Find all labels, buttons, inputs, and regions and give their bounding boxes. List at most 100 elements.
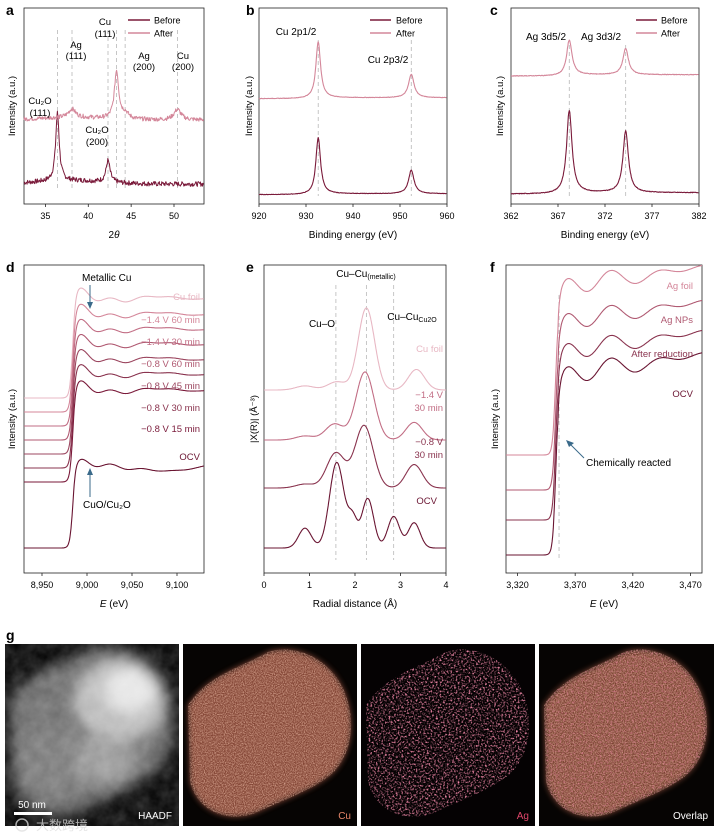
series-label-f-3: OCV [672,389,693,400]
scalebar-label: 50 nm [18,800,46,811]
series-label-e-1-line2: 30 min [414,403,443,414]
legend-c-after-label: After [661,29,680,39]
series-label-d-4: −0.8 V 45 min [141,381,200,392]
panel-letter-e: e [246,259,254,275]
legend-a: Before After [128,16,181,39]
annot-d-metallic-arrowhead [87,302,93,309]
tick-label-e-2: 2 [352,580,357,590]
tick-label-c-3: 377 [644,211,659,221]
series-e-2 [263,424,447,489]
series-d-6 [23,380,204,483]
series-label-d-1: −1.4 V 60 min [141,315,200,326]
series-label-d-2: −1.4 V 30 min [141,337,200,348]
series-d-2 [23,318,204,427]
annot-c-ag3d52: Ag 3d5/2 [526,32,566,43]
series-label-f-1: Ag NPs [661,315,693,326]
panel-letter-f: f [490,259,495,275]
tile-haadf [5,644,179,826]
series-e-1 [263,371,447,441]
annot-d-metallic: Metallic Cu [82,273,131,284]
annot-a-cu2o200-2: (200) [86,137,108,148]
axis-d-xlabel: E (eV) [100,599,128,610]
legend-a-before-label: Before [154,16,181,26]
annot-d-cuo: CuO/Cu₂O [83,500,131,511]
series-label-d-6: −0.8 V 15 min [141,424,200,435]
tick-label-c-1: 367 [550,211,565,221]
panel-letter-d: d [6,259,15,275]
annot-a-cu2o200-1: Cu₂O [85,125,108,136]
tick-label-e-0: 0 [261,580,266,590]
tile-label-haadf: HAADF [138,811,172,822]
annot-a-ag200-2: (200) [133,62,155,73]
annot-a-ag111-2: (111) [66,51,87,62]
tick-label-c-4: 382 [691,211,706,221]
annot-e-cuo: Cu–O [309,319,335,330]
axes-e-frame [263,264,447,574]
annot-d-cuo-arrowhead [87,468,93,475]
tick-label-a-0: 35 [40,211,50,221]
tile-label-cu: Cu [338,811,351,822]
annot-a-cu111-2: (111) [95,29,116,40]
axis-c-xlabel: Binding energy (eV) [561,230,649,241]
annot-a-cu2o111-2: (111) [30,108,51,119]
tick-label-c-0: 362 [503,211,518,221]
series-d-1 [23,303,204,413]
annotations-a: Cu (111) Ag (111) Ag (200) Cu (200) Cu₂O… [28,17,194,148]
annot-f-chem: Chemically reacted [586,458,671,469]
series-d-3 [23,333,204,441]
legend-b-before-label: Before [396,16,423,26]
series-d-0 [23,287,204,399]
panel-letter-g: g [6,627,15,643]
annot-f-chem-arrow [568,442,585,459]
series-label-e-0: Cu foil [416,344,443,355]
axis-d-ylabel: Intensity (a.u.) [7,389,18,449]
tick-label-d-3: 9,100 [166,580,189,590]
tile-label-overlap: Overlap [673,811,708,822]
tile-overlap [539,644,714,826]
axis-a-xlabel: 2θ [109,230,121,241]
series-label-e-2-line1: −0.8 V [415,437,443,448]
annot-b-cu2p12: Cu 2p1/2 [276,27,317,38]
series-label-d-3: −0.8 V 60 min [141,359,200,370]
series-c-after [510,39,699,77]
legend-b: Before After [370,16,423,39]
panel-letter-a: a [6,2,14,18]
series-e-3 [263,461,447,549]
axis-c-ylabel: Intensity (a.u.) [495,76,506,136]
tile-ag [361,644,535,826]
series-label-e-2-line2: 30 min [414,450,443,461]
watermark: 大数跨境 [36,818,88,833]
panel-letter-c: c [490,2,498,18]
series-d-5 [23,364,204,469]
series-f-1 [506,299,703,491]
axis-f-xlabel: E (eV) [590,599,618,610]
axis-e-ylabel: |X(R)| (Å⁻³) [249,395,260,443]
series-label-d-7: OCV [179,452,200,463]
tick-label-b-1: 930 [298,211,313,221]
axis-b-ylabel: Intensity (a.u.) [244,76,255,136]
tick-label-d-2: 9,050 [121,580,144,590]
axis-e-xlabel: Radial distance (Å) [313,597,397,610]
scalebar [14,812,52,815]
axes-a-frame [23,7,205,205]
annot-e-cucu: Cu–Cu(metallic) [336,269,396,281]
series-label-d-0: Cu foil [173,292,200,303]
series-f-2 [506,329,703,521]
axes-f-frame [505,264,703,574]
series-d-7 [23,458,204,549]
annot-a-cu2o111-1: Cu₂O [28,96,51,107]
axes-d-frame [23,264,205,574]
legend-b-after-label: After [396,29,415,39]
series-label-f-2: After reduction [631,349,693,360]
annot-a-ag111-1: Ag [70,40,82,51]
annot-f-chem-arrowhead [566,440,574,447]
series-label-e-3: OCV [416,496,437,507]
series-a-before [23,110,204,187]
series-label-d-5: −0.8 V 30 min [141,403,200,414]
annot-b-cu2p32: Cu 2p3/2 [368,55,409,66]
tick-label-b-4: 960 [439,211,454,221]
tick-label-b-0: 920 [251,211,266,221]
watermark-logo-icon [15,818,29,832]
axis-b-xlabel: Binding energy (eV) [309,230,397,241]
tick-label-f-3: 3,470 [679,580,702,590]
